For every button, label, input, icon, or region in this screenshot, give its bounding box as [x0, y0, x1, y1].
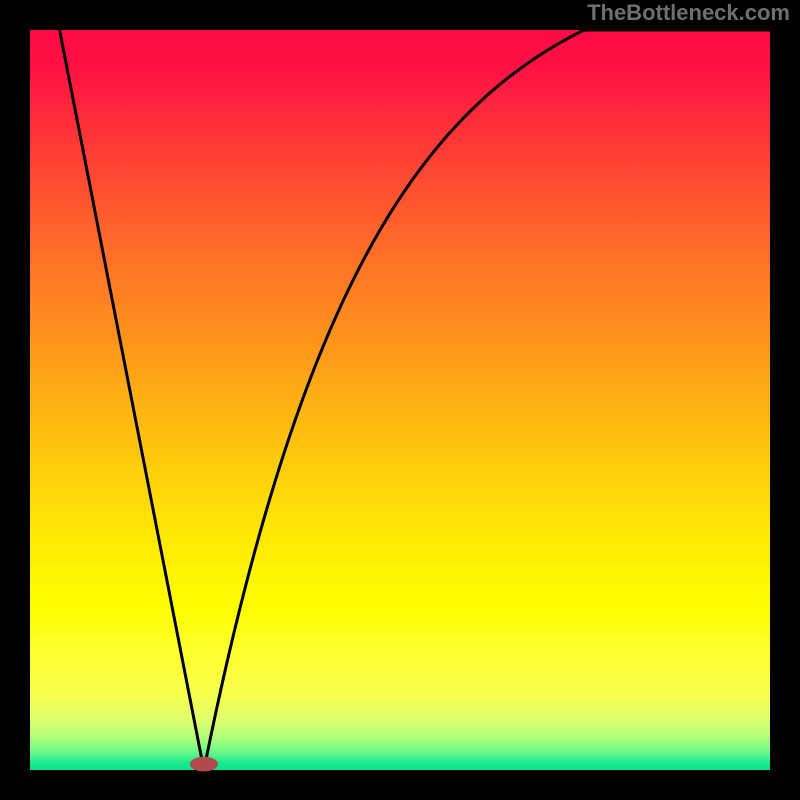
bottleneck-marker	[190, 757, 218, 772]
chart-plot-area	[30, 30, 770, 770]
chart-stage: TheBottleneck.com	[0, 0, 800, 800]
bottleneck-chart	[0, 0, 800, 800]
